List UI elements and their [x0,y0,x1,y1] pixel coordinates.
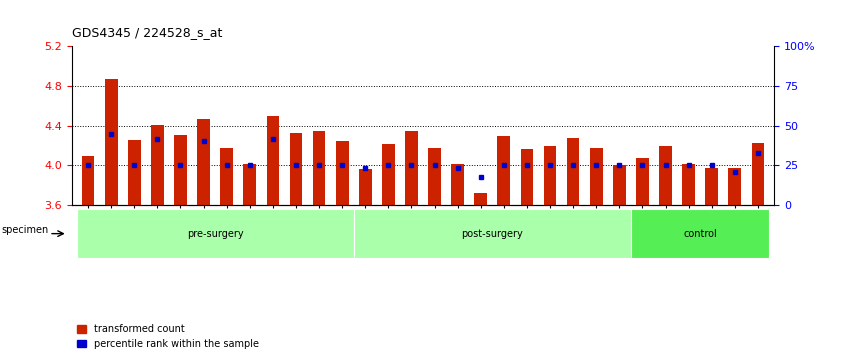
Bar [174,135,187,205]
Bar [567,138,580,205]
Bar [706,169,718,205]
Bar [313,131,326,205]
Bar [428,148,441,205]
Bar [636,158,649,205]
Bar [244,165,256,205]
Bar [220,148,233,205]
Bar [359,170,371,205]
Bar [336,141,349,205]
Bar [613,166,626,205]
Bar [590,148,602,205]
Bar [405,131,418,205]
Bar [289,133,302,205]
Text: specimen: specimen [2,225,49,235]
Bar [451,165,464,205]
Bar [497,136,510,205]
Bar [520,149,533,205]
Bar [128,139,140,205]
Bar [266,116,279,205]
Bar [382,144,395,205]
Bar [197,119,210,205]
Bar [544,145,557,205]
Bar [728,169,741,205]
Legend: transformed count, percentile rank within the sample: transformed count, percentile rank withi… [77,324,259,349]
Bar [659,145,672,205]
Bar [682,165,695,205]
Bar [151,125,164,205]
Bar [82,155,95,205]
Bar [475,193,487,205]
Bar [105,79,118,205]
Text: pre-surgery: pre-surgery [187,229,244,239]
Text: control: control [684,229,717,239]
Bar [751,143,764,205]
Text: post-surgery: post-surgery [461,229,523,239]
Text: GDS4345 / 224528_s_at: GDS4345 / 224528_s_at [72,26,222,39]
